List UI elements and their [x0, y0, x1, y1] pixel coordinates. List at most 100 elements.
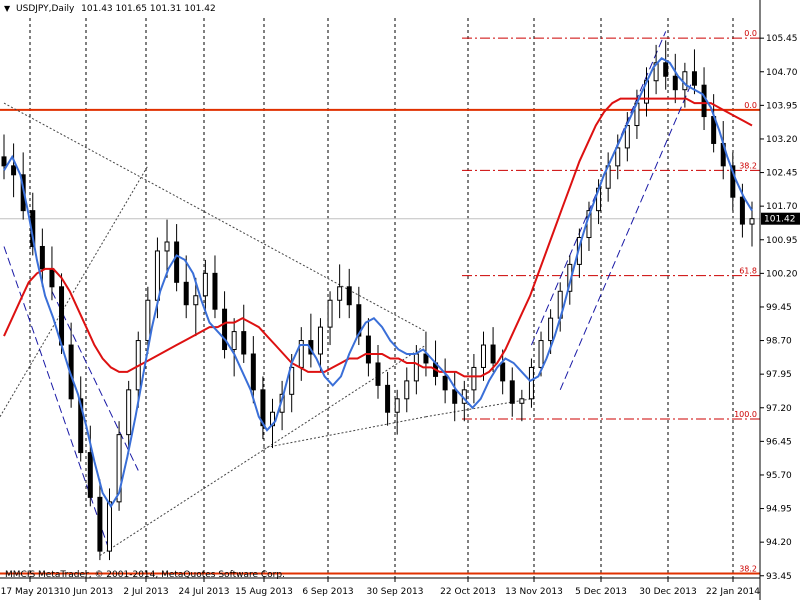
- trendline: [0, 165, 149, 417]
- candle-body: [404, 380, 410, 400]
- date-tick-label: 22 Oct 2013: [440, 587, 496, 597]
- fib-level-label: 0.0: [744, 29, 757, 38]
- candle-body: [471, 366, 477, 391]
- date-tick-label: 13 Nov 2013: [505, 587, 563, 597]
- candle-body: [682, 71, 688, 91]
- date-tick-label: 22 Jan 2014: [706, 587, 760, 597]
- candle-body: [222, 308, 228, 351]
- channel-line: [559, 76, 695, 391]
- fib-level-label: 38.2: [739, 161, 757, 170]
- date-tick-label: 24 Jul 2013: [179, 587, 230, 597]
- price-tick-label: 96.45: [766, 437, 792, 447]
- candle-body: [49, 268, 55, 288]
- candle-body: [327, 299, 333, 328]
- candle-body: [78, 398, 84, 454]
- candle-body: [528, 366, 534, 400]
- date-tick-label: 5 Dec 2013: [575, 587, 627, 597]
- candle-body: [701, 84, 707, 118]
- candle-body: [519, 398, 525, 404]
- candle-body: [1, 156, 7, 167]
- candle-body: [672, 75, 678, 91]
- price-tick-label: 103.95: [766, 101, 798, 111]
- date-tick-label: 10 Jun 2013: [59, 587, 113, 597]
- candle-body: [739, 196, 745, 225]
- price-tick-label: 94.20: [766, 538, 792, 548]
- candle-body: [730, 165, 736, 198]
- candle-body: [183, 281, 189, 306]
- candle-body: [11, 165, 17, 176]
- candle-body: [202, 272, 208, 297]
- price-tick-label: 93.45: [766, 572, 792, 582]
- candle-body: [663, 62, 669, 77]
- symbol-timeframe: USDJPY,Daily: [16, 4, 75, 14]
- candle-body: [691, 71, 697, 86]
- candle-body: [394, 398, 400, 413]
- price-tick-label: 100.95: [766, 236, 798, 246]
- candle-body: [346, 286, 352, 306]
- price-tick-label: 97.20: [766, 404, 792, 414]
- price-tick-label: 100.20: [766, 269, 798, 279]
- chart-menu-triangle-icon[interactable]: ▼: [4, 4, 11, 13]
- candle-body: [548, 317, 554, 342]
- date-tick-label: 30 Dec 2013: [639, 587, 697, 597]
- candle-body: [337, 286, 343, 301]
- candle-body: [241, 331, 247, 355]
- ohlc-values: 101.43 101.65 101.31 101.42: [81, 4, 216, 14]
- candle-body: [375, 362, 381, 386]
- fib-level-label: 61.8: [739, 267, 757, 276]
- date-axis: 17 May 2013 10 Jun 2013 2 Jul 2013 24 Jul 2…: [1, 578, 760, 597]
- price-tick-label: 104.70: [766, 68, 798, 78]
- candle-body: [174, 241, 180, 283]
- candle-body: [145, 299, 151, 342]
- price-tick-label: 94.95: [766, 505, 792, 515]
- candle-body: [289, 366, 295, 395]
- moving-averages: [3, 57, 753, 509]
- candle-body: [106, 501, 112, 552]
- price-tick-label: 101.70: [766, 202, 798, 212]
- candle-body: [509, 380, 515, 404]
- ma-fast-line: [3, 57, 753, 509]
- candle-body: [749, 218, 755, 225]
- candle-body: [442, 375, 448, 391]
- candle-body: [116, 434, 122, 503]
- date-tick-label: 2 Jul 2013: [123, 587, 168, 597]
- candle-body: [356, 304, 362, 337]
- candle-body: [385, 384, 391, 413]
- candle-body: [500, 362, 506, 382]
- candle-body: [452, 389, 458, 404]
- price-tick-label: 102.45: [766, 169, 798, 179]
- candle-body: [653, 62, 659, 82]
- date-tick-label: 30 Sep 2013: [366, 587, 423, 597]
- candle-body: [231, 331, 237, 351]
- candle-body: [193, 295, 199, 306]
- chart-header: ▼ USDJPY,Daily 101.43 101.65 101.31 101.…: [4, 4, 216, 14]
- channel-line: [51, 291, 139, 471]
- trendline: [99, 344, 427, 557]
- date-tick-label: 17 May 2013: [1, 587, 60, 597]
- candle-body: [126, 389, 132, 436]
- price-tick-label: 103.20: [766, 135, 798, 145]
- horizontal-level-label: 0.0: [744, 101, 757, 110]
- candle-body: [87, 452, 93, 498]
- copyright-text: MMCIS MetaTrader, © 2001-2014, MetaQuote…: [5, 570, 285, 580]
- candle-body: [365, 335, 371, 364]
- candle-body: [164, 241, 170, 252]
- candle-body: [260, 389, 266, 427]
- candle-body: [212, 272, 218, 310]
- price-tick-label: 95.70: [766, 471, 792, 481]
- date-tick-label: 15 Aug 2013: [235, 587, 293, 597]
- candle-body: [59, 286, 65, 346]
- candle-body: [250, 353, 256, 391]
- candle-body: [490, 344, 496, 364]
- ma-slow-line: [3, 97, 753, 378]
- date-tick-label: 6 Sep 2013: [302, 587, 353, 597]
- candle-body: [317, 326, 323, 355]
- horizontal-level-label: 38.2: [739, 565, 757, 574]
- current-price-box: [761, 212, 800, 225]
- price-tick-label: 98.70: [766, 337, 792, 347]
- price-tick-label: 99.45: [766, 303, 792, 313]
